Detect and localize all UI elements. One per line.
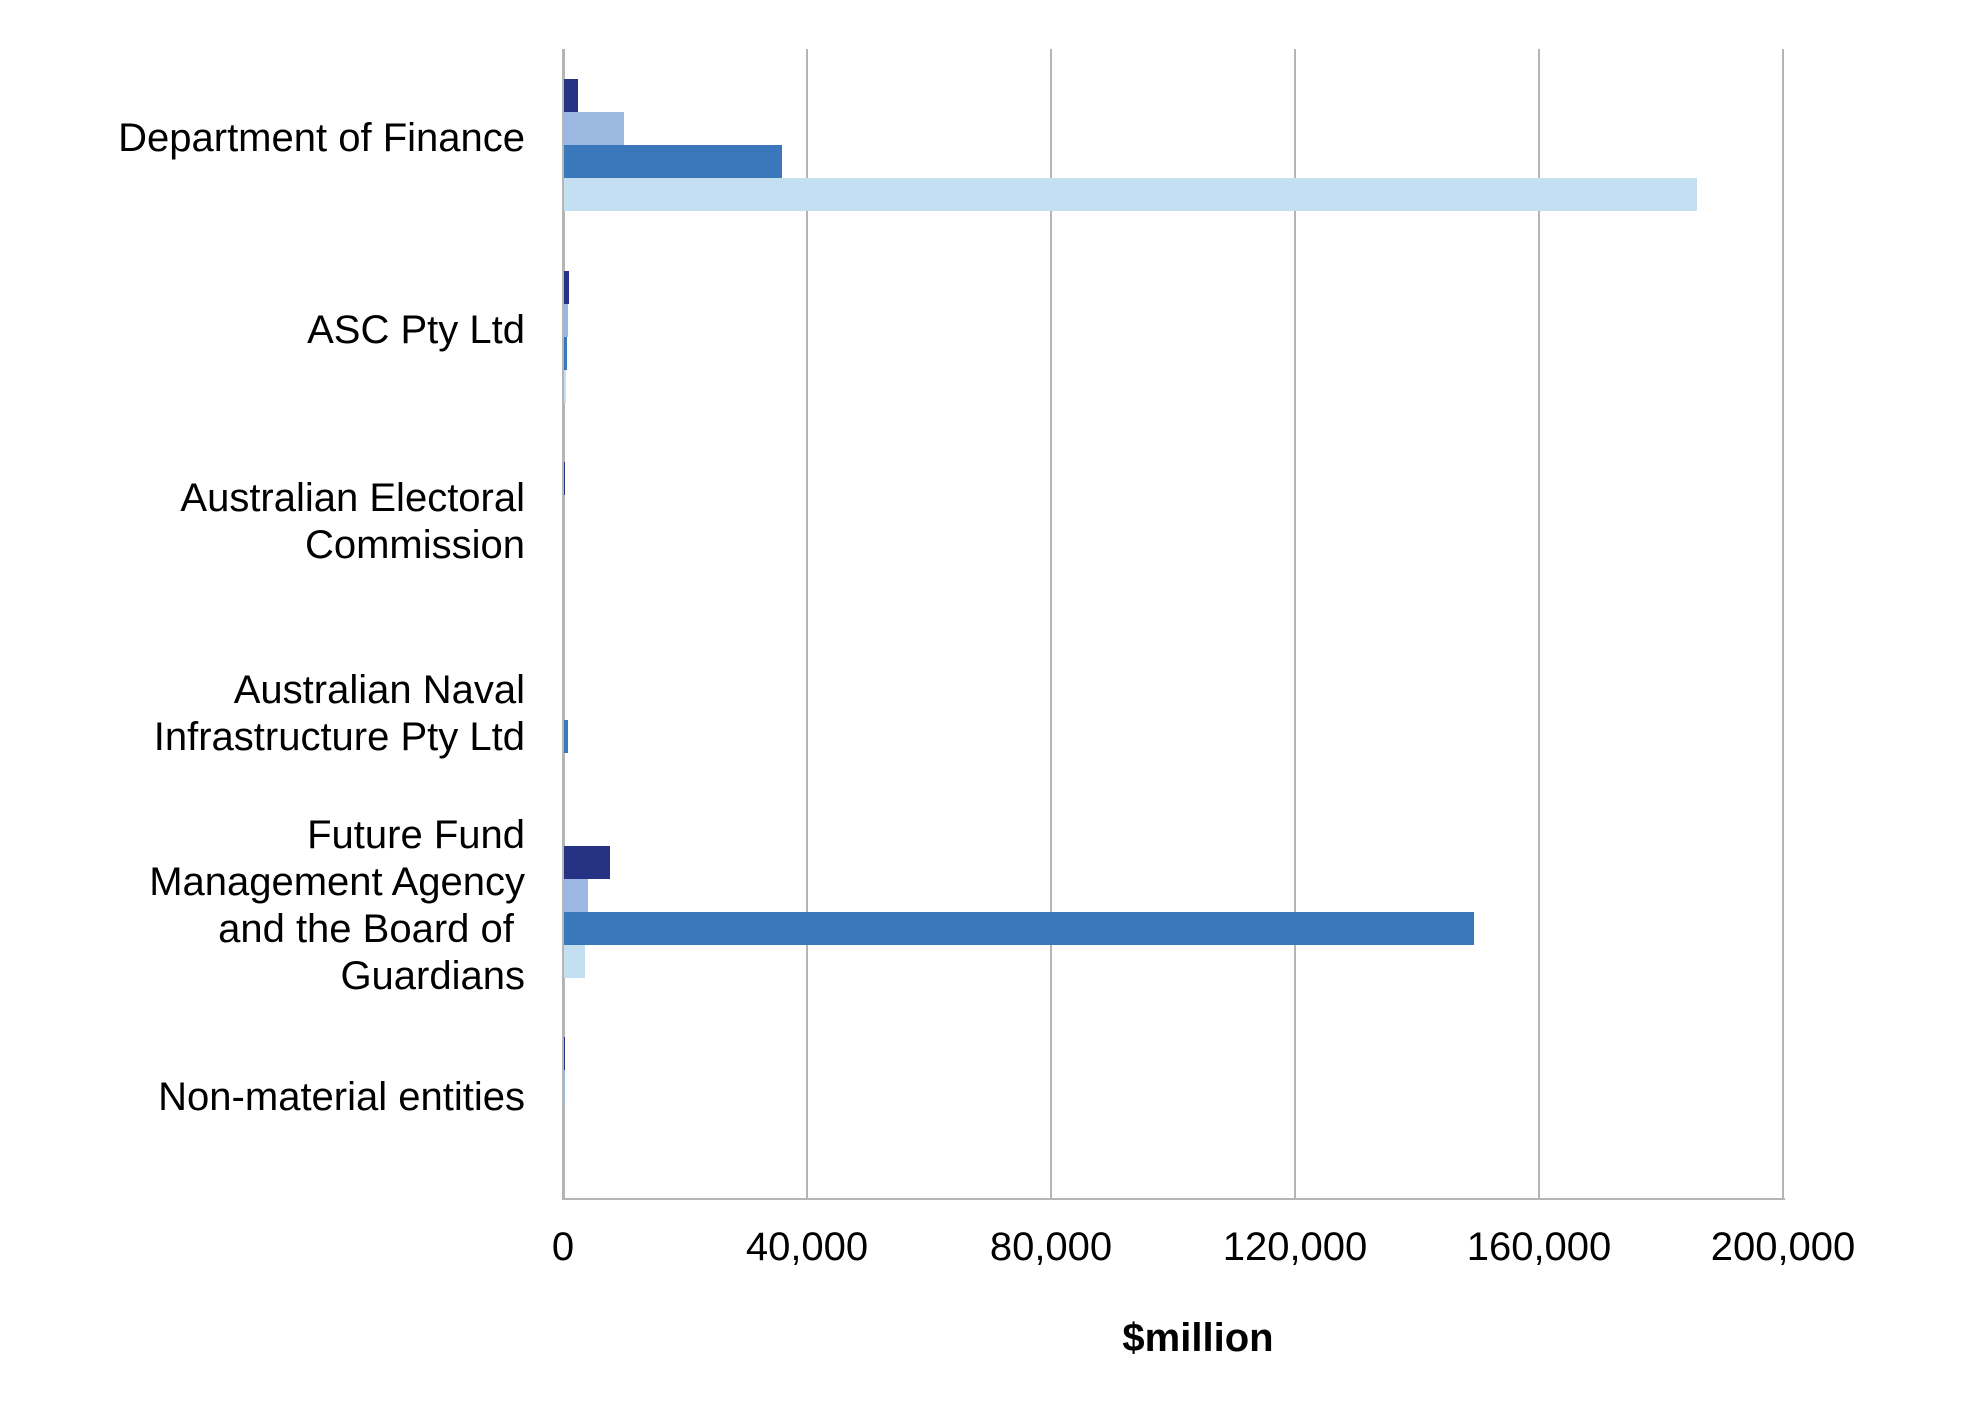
x-tick-label: 80,000 [989, 1225, 1113, 1269]
category-label: Department of Finance [118, 116, 525, 161]
category-label: Australian Electoral Commission [180, 476, 525, 568]
bar [564, 1037, 565, 1071]
x-tick-label: 40,000 [745, 1225, 869, 1269]
gridline [1050, 49, 1052, 1200]
bar [564, 303, 568, 337]
bar [564, 79, 579, 112]
x-axis-title: $million [1122, 1316, 1274, 1360]
bar [564, 720, 568, 753]
bar [564, 911, 1475, 945]
x-tick-label: 200,000 [1710, 1225, 1856, 1269]
x-tick-label: 120,000 [1222, 1225, 1368, 1269]
gridline [1782, 49, 1784, 1200]
bar [564, 336, 568, 370]
gridline [1538, 49, 1540, 1200]
x-tick-label: 0 [551, 1225, 575, 1269]
gridline [806, 49, 808, 1200]
bar [564, 845, 610, 879]
x-tick-label: 160,000 [1466, 1225, 1612, 1269]
bar [564, 145, 782, 178]
y-axis-line [562, 49, 565, 1200]
category-label: Non-material entities [158, 1074, 525, 1119]
gridline [1294, 49, 1296, 1200]
bar [564, 878, 588, 912]
bar [564, 270, 569, 304]
x-axis-line [563, 1198, 1785, 1200]
bar [564, 369, 566, 403]
category-label: Future Fund Management Agency and the Bo… [149, 812, 525, 998]
bar [564, 462, 565, 496]
bar [564, 944, 585, 978]
bar [564, 112, 624, 145]
category-label: ASC Pty Ltd [307, 308, 525, 352]
bar [564, 1070, 565, 1104]
bar [564, 178, 1697, 211]
category-label: Australian Naval Infrastructure Pty Ltd [153, 667, 525, 759]
